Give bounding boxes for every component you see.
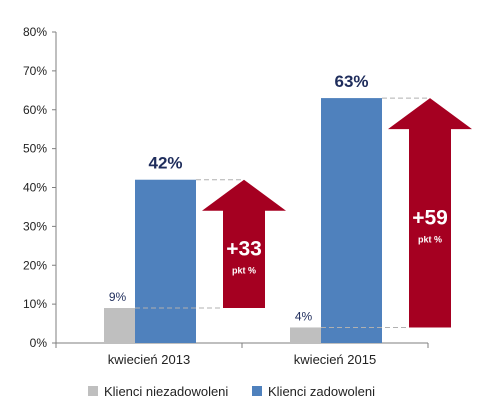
y-tick-label: 80% — [23, 25, 47, 39]
y-tick-label: 60% — [23, 103, 47, 117]
legend-label: Klienci niezadowoleni — [104, 384, 228, 399]
data-label-big: 63% — [334, 72, 368, 91]
bar-klienci-zadowoleni — [321, 98, 382, 344]
legend-swatch — [252, 386, 262, 396]
y-tick-label: 50% — [23, 142, 47, 156]
bar-klienci-zadowoleni — [135, 179, 196, 343]
legend-label: Klienci zadowoleni — [268, 384, 375, 399]
arrow-value-label: +59 — [412, 206, 448, 229]
y-tick-label: 40% — [23, 181, 47, 195]
y-tick-label: 0% — [30, 336, 48, 350]
y-tick-label: 70% — [23, 64, 47, 78]
x-category-label: kwiecień 2015 — [294, 352, 376, 367]
x-category-label: kwiecień 2013 — [108, 352, 190, 367]
bar-klienci-niezadowoleni — [104, 308, 135, 343]
y-tick-label: 10% — [23, 297, 47, 311]
data-label-big: 42% — [148, 154, 182, 173]
increase-arrow — [388, 98, 472, 328]
increase-arrow — [202, 179, 286, 309]
legend-swatch — [88, 386, 98, 396]
arrow-unit-label: pkt % — [418, 234, 442, 244]
y-tick-label: 30% — [23, 219, 47, 233]
arrow-unit-label: pkt % — [232, 265, 256, 275]
data-label-small: 9% — [109, 290, 127, 304]
bar-klienci-niezadowoleni — [290, 327, 321, 343]
y-tick-label: 20% — [23, 258, 47, 272]
data-label-small: 4% — [295, 309, 313, 323]
arrow-value-label: +33 — [226, 237, 262, 260]
